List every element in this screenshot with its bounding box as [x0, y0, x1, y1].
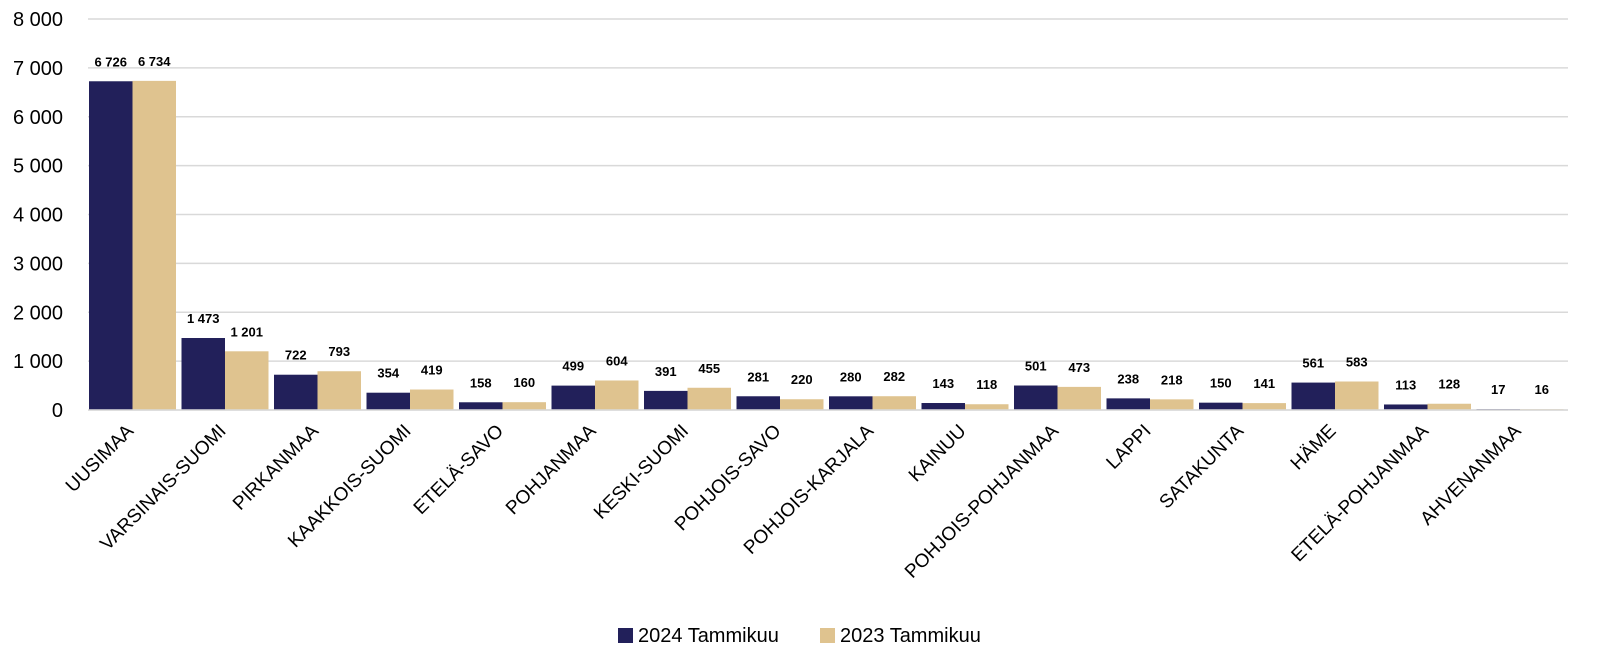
data-label: 561 [1302, 356, 1324, 371]
bar [1057, 386, 1101, 410]
data-labels: 6 726 6 734 1 473 1 201 722 793 354 419 158 160 49… [94, 54, 1549, 397]
y-tick-label: 2 000 [13, 302, 63, 324]
x-tick-label: AHVENANMAA [1417, 420, 1526, 529]
data-label: 280 [840, 369, 862, 384]
y-tick-label: 7 000 [13, 58, 63, 80]
legend-swatch [820, 628, 835, 643]
bar [1150, 399, 1194, 410]
y-tick-label: 5 000 [13, 156, 63, 178]
legend: 2024 Tammikuu 2023 Tammikuu [618, 625, 981, 647]
bar [1014, 385, 1058, 410]
data-label: 128 [1438, 377, 1460, 392]
data-label: 17 [1491, 382, 1505, 397]
x-tick-label: SATAKUNTA [1156, 420, 1249, 513]
data-label: 218 [1161, 372, 1183, 387]
data-label: 6 726 [94, 54, 127, 69]
bar [595, 380, 639, 410]
bar [687, 387, 731, 410]
bar [410, 389, 454, 410]
x-tick-label: ETELÄ-SAVO [410, 421, 508, 519]
x-tick-label: KESKI-SUOMI [590, 421, 693, 524]
x-tick-label: UUSIMAA [62, 420, 138, 496]
x-tick-label: PIRKANMAA [229, 420, 323, 514]
bar [366, 392, 410, 410]
data-label: 793 [328, 344, 350, 359]
y-axis: 0 1 000 2 000 3 000 4 000 5 000 6 000 7 000 8 00… [13, 9, 63, 422]
data-label: 150 [1210, 376, 1232, 391]
data-label: 501 [1025, 359, 1047, 374]
data-label: 160 [513, 375, 535, 390]
x-tick-label: KAINUU [905, 421, 971, 487]
bar [502, 402, 546, 410]
data-label: 354 [377, 366, 399, 381]
x-tick-label: LAPPI [1103, 421, 1156, 474]
x-tick-label: POHJOIS-POHJANMAA [901, 420, 1063, 582]
data-label: 455 [698, 361, 720, 376]
data-label: 6 734 [138, 54, 171, 69]
y-tick-label: 8 000 [13, 9, 63, 31]
bar [459, 402, 503, 410]
data-label: 1 473 [187, 311, 220, 326]
y-tick-label: 1 000 [13, 351, 63, 373]
data-label: 220 [791, 372, 813, 387]
bar [1427, 403, 1471, 410]
y-tick-label: 3 000 [13, 253, 63, 275]
data-label: 473 [1068, 360, 1090, 375]
data-label: 499 [562, 359, 584, 374]
bar [181, 338, 225, 410]
data-label: 143 [932, 376, 954, 391]
bar [780, 399, 824, 410]
bar [921, 403, 965, 410]
data-label: 118 [976, 377, 997, 392]
bar [551, 385, 595, 410]
data-label: 722 [285, 348, 307, 363]
y-tick-label: 0 [52, 400, 63, 422]
bar [1291, 382, 1335, 410]
y-tick-label: 4 000 [13, 205, 63, 227]
bar [132, 80, 176, 411]
data-label: 16 [1535, 382, 1549, 397]
bar [1199, 402, 1243, 410]
bar [829, 396, 873, 410]
data-label: 1 201 [230, 324, 263, 339]
bar [1106, 398, 1150, 410]
bar [1384, 404, 1428, 410]
bars [89, 80, 1564, 411]
bar [965, 404, 1009, 410]
legend-swatch [618, 628, 633, 643]
bar [89, 81, 133, 410]
data-label: 282 [883, 369, 905, 384]
bar [872, 396, 916, 410]
legend-label: 2023 Tammikuu [840, 625, 981, 647]
bar [225, 351, 269, 410]
x-tick-label: HÄME [1287, 421, 1341, 475]
x-tick-label: POHJANMAA [502, 420, 601, 519]
bar [1242, 403, 1286, 410]
data-label: 281 [747, 369, 769, 384]
y-tick-label: 6 000 [13, 107, 63, 129]
x-axis: UUSIMAAVARSINAIS-SUOMIPIRKANMAAKAAKKOIS-… [62, 409, 1568, 583]
data-label: 158 [470, 375, 492, 390]
bar [317, 371, 361, 410]
data-label: 419 [421, 363, 443, 378]
gridlines [88, 18, 1568, 411]
data-label: 238 [1117, 371, 1139, 386]
bar [274, 374, 318, 410]
legend-label: 2024 Tammikuu [638, 625, 779, 647]
data-label: 141 [1253, 376, 1275, 391]
data-label: 583 [1346, 355, 1368, 370]
bar [644, 390, 688, 410]
bar [1335, 381, 1379, 410]
data-label: 113 [1395, 377, 1416, 392]
data-label: 391 [655, 364, 677, 379]
bar [736, 396, 780, 410]
data-label: 604 [606, 353, 628, 368]
